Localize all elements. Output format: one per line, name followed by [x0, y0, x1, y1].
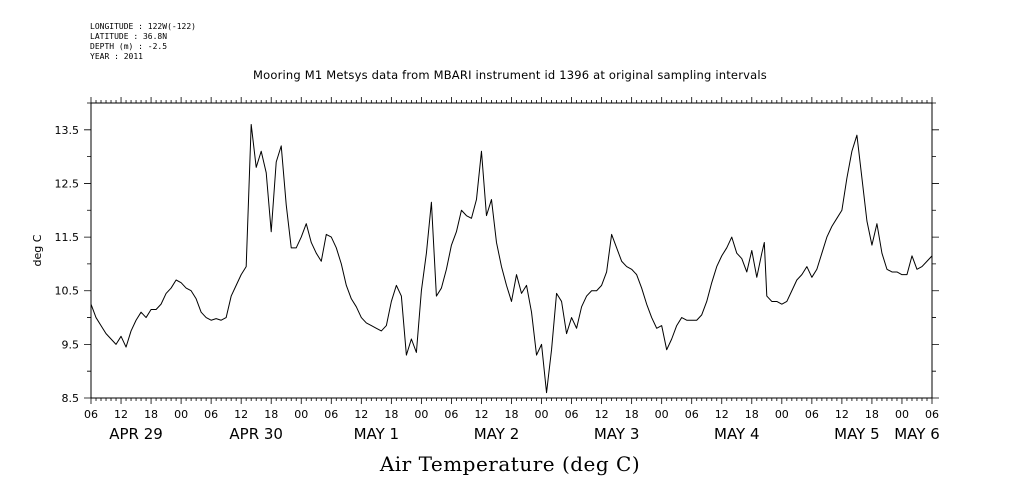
x-tick-label: 06 [444, 408, 458, 421]
longitude-text: LONGITUDE : 122W(-122) [90, 22, 196, 31]
day-label: MAY 1 [354, 425, 400, 443]
chart-title: Mooring M1 Metsys data from MBARI instru… [253, 68, 767, 82]
y-tick-label: 13.5 [55, 124, 80, 137]
y-tick-label: 9.5 [62, 338, 80, 351]
x-tick-label: 06 [204, 408, 218, 421]
plot-frame [90, 102, 933, 399]
latitude-text: LATITUDE : 36.8N [90, 32, 168, 41]
x-tick-label: 18 [505, 408, 519, 421]
metadata-block: LONGITUDE : 122W(-122) LATITUDE : 36.8N … [90, 22, 196, 62]
x-tick-label: 18 [384, 408, 398, 421]
day-label: MAY 2 [474, 425, 520, 443]
x-axis-title: Air Temperature (deg C) [379, 452, 641, 476]
x-tick-label: 00 [174, 408, 188, 421]
day-label: MAY 6 [894, 425, 940, 443]
x-tick-label: 12 [234, 408, 248, 421]
x-tick-label: 18 [264, 408, 278, 421]
x-tick-label: 12 [595, 408, 609, 421]
x-tick-label: 06 [324, 408, 338, 421]
x-tick-label: 06 [925, 408, 939, 421]
x-tick-label: 12 [835, 408, 849, 421]
x-tick-label: 00 [414, 408, 428, 421]
day-label: APR 30 [229, 425, 283, 443]
depth-text: DEPTH (m) : -2.5 [90, 42, 168, 51]
x-tick-label: 12 [474, 408, 488, 421]
x-tick-label: 00 [775, 408, 789, 421]
x-tick-label: 18 [625, 408, 639, 421]
data-series-line [90, 123, 933, 394]
y-tick-label: 12.5 [55, 177, 80, 190]
x-tick-label: 18 [865, 408, 879, 421]
day-label: MAY 4 [714, 425, 760, 443]
y-tick-label: 8.5 [62, 392, 80, 405]
y-tick-label: 11.5 [55, 231, 80, 244]
x-tick-label: 12 [354, 408, 368, 421]
x-tick-label: 00 [535, 408, 549, 421]
y-axis-ticks [84, 102, 939, 399]
x-tick-label: 06 [805, 408, 819, 421]
x-tick-label: 18 [144, 408, 158, 421]
x-tick-label: 06 [84, 408, 98, 421]
y-axis-label: deg C [31, 234, 44, 266]
x-tick-label: 06 [565, 408, 579, 421]
x-tick-label: 18 [745, 408, 759, 421]
day-label: MAY 5 [834, 425, 880, 443]
day-label: MAY 3 [594, 425, 640, 443]
x-tick-label: 12 [114, 408, 128, 421]
x-tick-label: 06 [685, 408, 699, 421]
y-tick-label: 10.5 [55, 285, 80, 298]
x-tick-label: 00 [895, 408, 909, 421]
x-tick-label: 00 [294, 408, 308, 421]
day-label: APR 29 [109, 425, 163, 443]
x-tick-label: 12 [715, 408, 729, 421]
x-tick-label: 00 [655, 408, 669, 421]
year-text: YEAR : 2011 [90, 52, 143, 61]
x-axis-ticks [90, 97, 933, 404]
